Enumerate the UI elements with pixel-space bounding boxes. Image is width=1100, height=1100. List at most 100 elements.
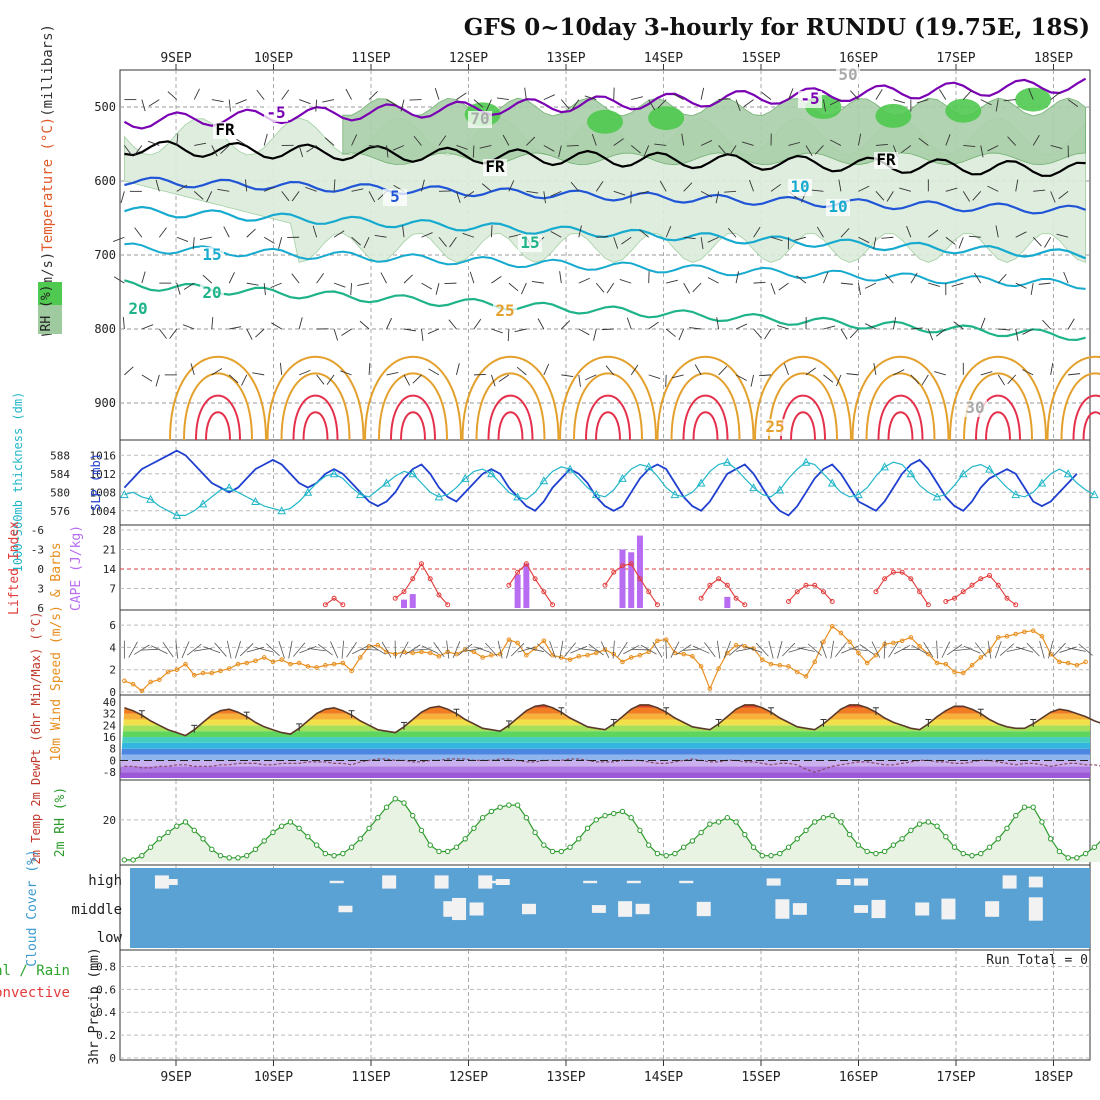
panel-frame-precip: [119, 949, 1091, 1061]
upper-wind-barb: [683, 182, 693, 192]
wind-speed-point: [707, 686, 713, 691]
thickness-marker: [329, 469, 339, 478]
surface-wind-barb: [946, 644, 963, 656]
rh-point: [986, 844, 993, 850]
upper-wind-barb: [235, 99, 247, 105]
upper-wind-barb: [1032, 236, 1042, 247]
lifted-index-tick-label: 3: [37, 583, 44, 596]
lifted-index-point: [550, 602, 556, 608]
upper-wind-barb: [141, 271, 146, 284]
rh-point: [637, 827, 643, 834]
slp-y-label: SLP (mb): [89, 453, 103, 511]
upper-wind-barb: [672, 93, 684, 100]
upper-wind-barb: [351, 236, 361, 246]
upper-wind-barb: [560, 99, 570, 110]
upper-wind-barb: [840, 328, 848, 340]
warm-isotherm-loop: [266, 355, 365, 441]
lifted-index-point: [995, 582, 1001, 588]
temp-band: [120, 719, 1090, 726]
upper-wind-barb: [526, 136, 536, 146]
temp-band: [120, 742, 1090, 749]
rh-point: [174, 823, 180, 829]
wind-speed-point: [419, 649, 424, 655]
lifted-index-tick-label: -6: [31, 524, 44, 537]
contour-label-bg: [788, 179, 812, 196]
temp-band: [120, 766, 1090, 773]
surface-wind-barb: [883, 640, 886, 659]
warm-isotherm-loop: [877, 394, 924, 441]
rh-point: [410, 812, 416, 819]
surface-wind-barb: [141, 648, 160, 651]
upper-wind-barb: [490, 374, 496, 387]
wind-speed-point: [270, 659, 276, 665]
upper-wind-barb: [333, 230, 345, 238]
contour-label: -5: [266, 103, 285, 122]
rh-point: [820, 815, 827, 821]
upper-wind-barb: [945, 187, 958, 192]
upper-wind-barb: [595, 181, 604, 192]
wind-speed-point: [768, 661, 774, 667]
surface-wind-barb: [536, 643, 551, 656]
surface-wind-barb: [994, 641, 1002, 659]
chart-title: GFS 0~10day 3-hourly for RUNDU (19.75E, …: [464, 14, 1090, 41]
rh-point: [680, 844, 687, 850]
contour-label: 70: [470, 109, 489, 128]
upper-wind-barb: [916, 99, 929, 104]
x-tick-label-top: 14SEP: [644, 51, 683, 66]
surface-wind-barb: [612, 640, 615, 659]
upper-wind-barb: [236, 138, 247, 146]
cloud-level-label: low: [97, 930, 123, 946]
upper-wind-barb: [666, 279, 678, 284]
upper-wind-barb: [836, 374, 842, 387]
upper-wind-barb: [508, 234, 521, 238]
cloud-fill: [521, 903, 536, 915]
upper-wind-barb: [585, 374, 597, 381]
lifted-index-point: [619, 563, 625, 569]
cloud-fill: [338, 905, 353, 913]
wind-speed-point: [1022, 629, 1027, 635]
wind-speed-point: [541, 638, 547, 644]
upper-wind-barb: [524, 87, 527, 100]
surface-wind-barb: [381, 641, 392, 658]
wind-speed-point: [585, 652, 590, 658]
rh-point: [130, 857, 136, 863]
upper-wind-barb: [591, 133, 597, 146]
surface-wind-barb: [704, 642, 716, 658]
rh-point: [881, 848, 888, 855]
upper-wind-barb: [566, 145, 579, 147]
contour-label: 50: [838, 65, 857, 84]
x-tick-label-bottom: 17SEP: [936, 1070, 975, 1085]
isotherm-freezing: [124, 140, 1086, 177]
upper-wind-barb: [386, 145, 389, 158]
upper-wind-barb: [462, 232, 475, 238]
cape-tick-label: 21: [103, 544, 116, 557]
upper-wind-barb: [252, 372, 265, 376]
upper-wind-barb: [893, 369, 905, 376]
upper-wind-barb: [918, 137, 929, 146]
upper-wind-barb: [421, 179, 425, 192]
wind-speed-point: [943, 661, 949, 667]
upper-wind-barb: [359, 320, 370, 330]
upper-wind-barb: [613, 138, 624, 146]
upper-wind-barb: [1015, 231, 1027, 238]
lifted-index-point: [1013, 602, 1019, 608]
rh-point: [846, 831, 853, 838]
wind-speed-point: [1057, 659, 1062, 665]
upper-wind-barb: [193, 191, 204, 200]
rh-point: [1047, 836, 1054, 842]
upper-wind-barb: [228, 99, 231, 112]
thickness-marker: [146, 494, 155, 503]
upper-wind-barb: [134, 145, 143, 156]
upper-wind-barb: [211, 145, 218, 157]
upper-wind-barb: [271, 322, 282, 330]
wind-speed-point: [847, 639, 852, 645]
wind-speed-point: [183, 661, 188, 667]
wind-y-label: 10m Wind Speed (m/s) & Barbs: [49, 542, 64, 761]
thickness-marker: [958, 469, 968, 478]
wind-speed-point: [698, 664, 704, 669]
rh-shading-high: [945, 98, 982, 123]
upper-wind-barb: [857, 283, 861, 296]
warm-isotherm-loop: [985, 411, 1011, 441]
rh-shading-medium: [342, 97, 1086, 166]
cloud-fill: [775, 899, 790, 919]
